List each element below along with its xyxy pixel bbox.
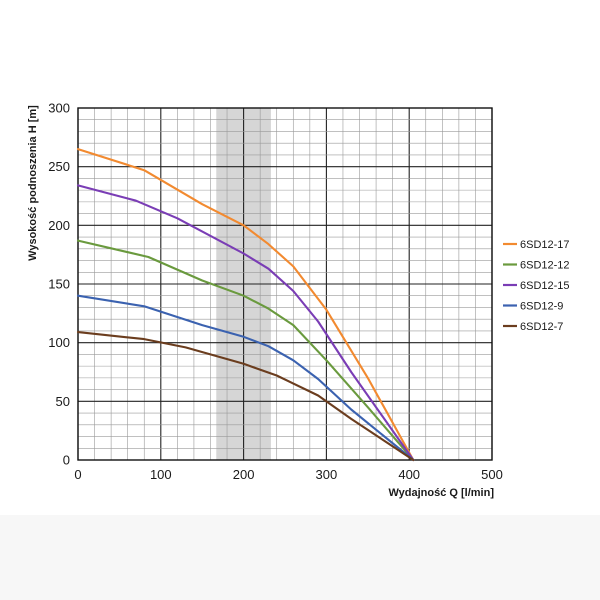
y-tick-label: 0 xyxy=(63,453,70,468)
x-tick-label: 500 xyxy=(481,467,503,482)
page-footer-band xyxy=(0,515,600,600)
legend-label: 6SD12-7 xyxy=(520,321,563,333)
y-tick-label: 100 xyxy=(48,335,70,350)
x-tick-label: 400 xyxy=(398,467,420,482)
y-tick-label: 50 xyxy=(56,394,70,409)
x-tick-label: 100 xyxy=(150,467,172,482)
series-line-6sd12-15 xyxy=(76,184,415,462)
y-tick-label: 150 xyxy=(48,277,70,292)
series-line-6sd12-7 xyxy=(76,331,415,462)
series-line-6sd12-12 xyxy=(76,239,415,462)
y-axis-title: Wysokość podnoszenia H [m] xyxy=(27,105,39,261)
y-tick-label: 250 xyxy=(48,159,70,174)
plot-frame xyxy=(77,107,493,461)
series-line-6sd12-17 xyxy=(76,148,415,462)
axis-layer: 0 100 200 300 400 500 0 50 100 150 200 250 300 xyxy=(48,101,503,483)
legend-label: 6SD12-9 xyxy=(520,301,563,313)
legend-label: 6SD12-17 xyxy=(520,239,570,251)
x-tick-label: 0 xyxy=(74,467,81,482)
y-tick-label: 200 xyxy=(48,218,70,233)
series-layer xyxy=(76,148,415,462)
y-tick-label: 300 xyxy=(48,101,70,116)
legend-label: 6SD12-12 xyxy=(520,260,570,272)
x-tick-label: 300 xyxy=(316,467,338,482)
legend-label: 6SD12-15 xyxy=(520,280,570,292)
series-line-6sd12-9 xyxy=(76,294,415,462)
legend: 6SD12-17 6SD12-12 6SD12-15 6SD12-9 6SD12-7 xyxy=(503,239,570,333)
x-tick-label: 200 xyxy=(233,467,255,482)
x-axis-title: Wydajność Q [l/min] xyxy=(388,487,494,499)
